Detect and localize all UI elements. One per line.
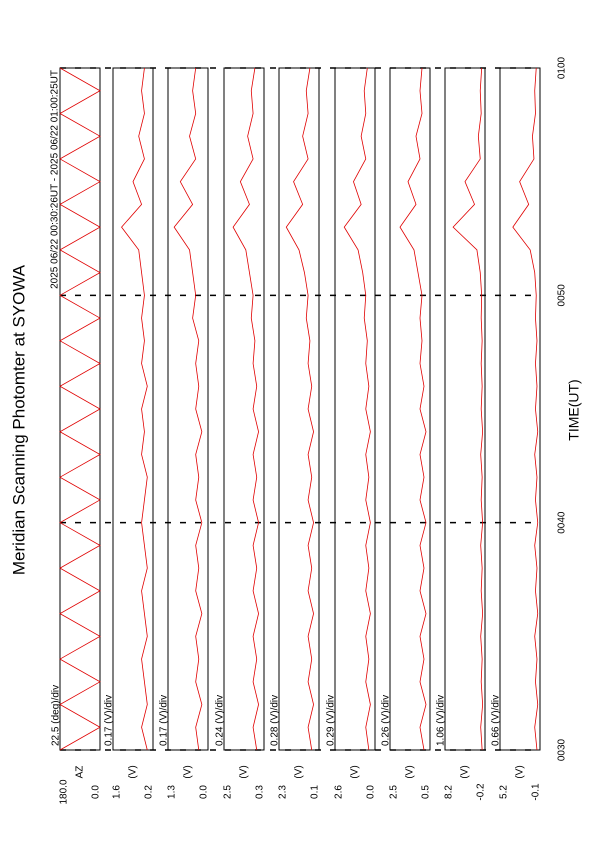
y-tick-label: 0.0 xyxy=(199,785,210,799)
series-line xyxy=(59,67,101,751)
legend-label: 0.66 (V)/div xyxy=(491,695,502,746)
unit-label: (V) xyxy=(183,765,194,778)
legend-label: 0.26 (V)/div xyxy=(381,695,392,746)
x-tick-label: 0050 xyxy=(557,284,568,307)
legend-label: 0.17 (V)/div xyxy=(159,695,170,746)
unit-label: (V) xyxy=(350,765,361,778)
y-tick-label: -0.2 xyxy=(476,783,487,801)
unit-label: (V) xyxy=(460,765,471,778)
y-tick-label: 2.5 xyxy=(223,785,234,799)
y-tick-label: 0.1 xyxy=(310,785,321,799)
legend-label: 1.06 (V)/div xyxy=(436,695,447,746)
panel-frame xyxy=(278,67,320,751)
unit-label: (V) xyxy=(239,765,250,778)
y-tick-label: 0.0 xyxy=(366,785,377,799)
legend-label: 0.17 (V)/div xyxy=(104,695,115,746)
unit-label: AZ xyxy=(75,766,86,779)
legend-label: 0.29 (V)/div xyxy=(326,695,337,746)
y-tick-label: 2.6 xyxy=(334,785,345,799)
chart-title: Meridian Scanning Photomter at SYOWA xyxy=(9,264,28,575)
y-tick-label: 0.5 xyxy=(421,785,432,799)
series-line xyxy=(399,67,427,751)
y-tick-label: 8.2 xyxy=(444,785,455,799)
series-line xyxy=(232,67,259,751)
x-tick-label: 0030 xyxy=(557,738,568,761)
y-tick-label: 5.2 xyxy=(499,785,510,799)
y-tick-label: 1.3 xyxy=(167,785,178,799)
panel-frame xyxy=(223,67,265,751)
series-line xyxy=(343,67,371,751)
panel-frame xyxy=(444,67,486,751)
unit-label: (V) xyxy=(128,765,139,778)
legend-label: 0.28 (V)/div xyxy=(270,695,281,746)
panel-frame xyxy=(389,67,431,751)
panel-frame xyxy=(499,67,541,751)
series-line xyxy=(173,67,203,751)
y-tick-label: 1.6 xyxy=(112,785,123,799)
series-line xyxy=(285,67,314,751)
y-tick-label: 180.0 xyxy=(59,779,70,804)
y-tick-label: 2.3 xyxy=(278,785,289,799)
y-tick-label: 0.3 xyxy=(255,785,266,799)
series-line xyxy=(121,67,148,751)
unit-label: (V) xyxy=(294,765,305,778)
chart-subtitle: 2025 06/22 00:30:26UT - 2025 06/22 01:00… xyxy=(50,70,61,289)
panel-frame xyxy=(167,67,209,751)
x-tick-label: 0040 xyxy=(557,511,568,534)
y-tick-label: 0.2 xyxy=(144,785,155,799)
panel-frame xyxy=(334,67,376,751)
unit-label: (V) xyxy=(515,765,526,778)
y-tick-label: 0.0 xyxy=(91,785,102,799)
panel-frame xyxy=(112,67,154,751)
x-axis-label: TIME(UT) xyxy=(566,379,582,440)
unit-label: (V) xyxy=(405,765,416,778)
series-line xyxy=(512,67,539,751)
legend-label: 22.5 (deg)/div xyxy=(51,685,62,746)
y-tick-label: -0.1 xyxy=(531,783,542,801)
legend-label: 0.24 (V)/div xyxy=(215,695,226,746)
x-tick-label: 0100 xyxy=(557,56,568,79)
y-tick-label: 2.5 xyxy=(389,785,400,799)
series-line xyxy=(452,67,484,751)
